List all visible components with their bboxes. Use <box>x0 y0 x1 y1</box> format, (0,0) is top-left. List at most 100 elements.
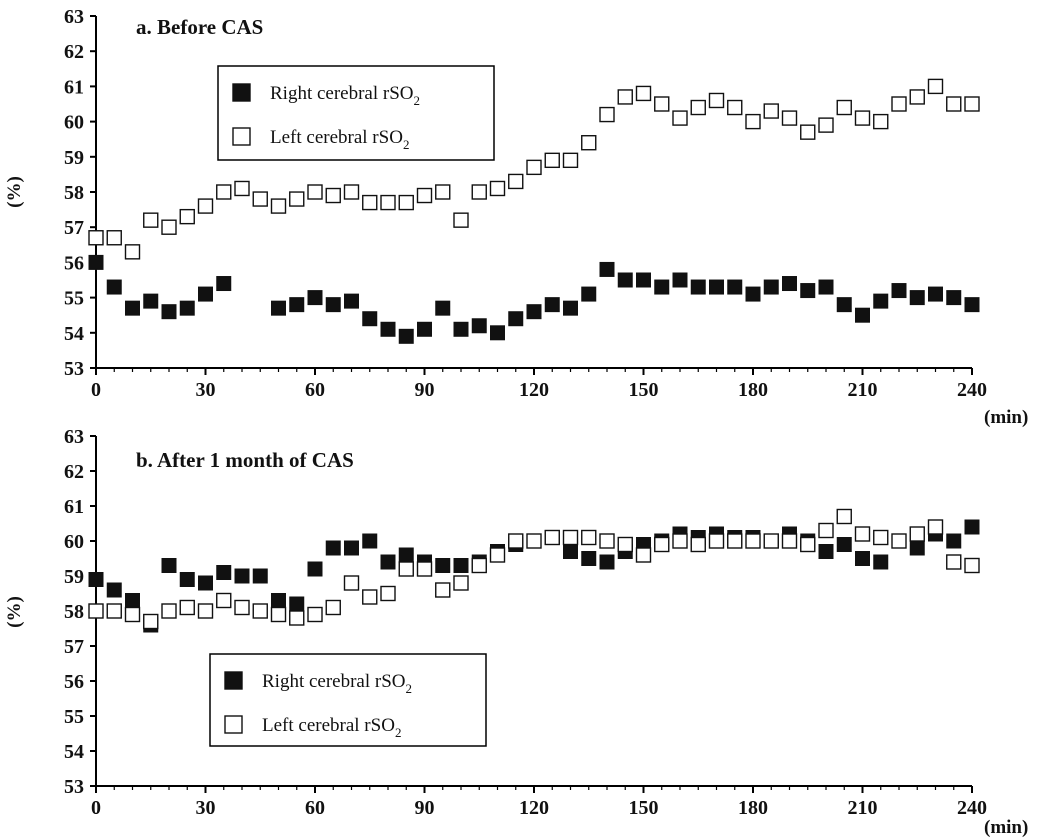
right-point <box>106 582 122 598</box>
y-tick-label: 63 <box>64 426 84 448</box>
y-tick-label: 59 <box>64 147 84 169</box>
y-tick-label: 57 <box>64 217 84 239</box>
left-point <box>289 191 305 207</box>
legend-label-subscript: 2 <box>395 725 402 740</box>
legend-box <box>209 653 487 747</box>
y-tick-label: 62 <box>64 41 84 63</box>
left-point <box>197 603 214 619</box>
left-point <box>946 554 962 570</box>
right-point <box>435 300 451 316</box>
panel-a: 53 54 55 56 57 58 59 60 61 62 63 0 30 60 90 120 150 180 21… <box>4 6 1028 428</box>
left-point <box>818 117 834 133</box>
left-point <box>252 603 268 619</box>
left-point <box>416 561 433 577</box>
legend-label: Right cerebral rSO2 <box>270 83 420 108</box>
left-point <box>197 198 214 214</box>
right-point <box>289 297 305 313</box>
right-point <box>471 318 487 334</box>
panel-title: a. Before CAS <box>136 15 263 39</box>
right-point <box>380 321 396 337</box>
left-point <box>781 110 798 126</box>
right-point <box>891 283 907 299</box>
right-point <box>380 554 396 570</box>
right-point <box>836 297 852 313</box>
right-point <box>672 272 688 288</box>
left-point <box>800 536 816 553</box>
left-point <box>161 219 177 235</box>
left-point <box>544 529 560 546</box>
right-point <box>417 321 432 337</box>
right-point <box>836 537 852 552</box>
left-point <box>745 533 761 549</box>
right-point <box>435 558 451 573</box>
left-point <box>891 533 907 549</box>
y-tick-label: 56 <box>64 252 84 274</box>
legend-label-text: Left cerebral rSO <box>270 127 403 148</box>
left-point <box>909 526 925 542</box>
left-point <box>508 533 524 549</box>
left-point <box>124 606 141 623</box>
right-point <box>544 297 560 313</box>
left-point <box>562 529 579 546</box>
right-point <box>271 593 286 608</box>
left-point <box>380 585 396 602</box>
left-point <box>946 96 962 112</box>
left-point <box>763 103 779 119</box>
left-point <box>708 92 725 109</box>
left-point <box>270 198 287 214</box>
left-point <box>453 575 469 591</box>
left-point <box>635 85 652 102</box>
legend-box <box>217 65 495 161</box>
x-tick-label: 150 <box>629 797 659 819</box>
right-point <box>106 279 122 295</box>
left-point <box>143 212 159 228</box>
x-tick-label: 240 <box>957 379 987 401</box>
right-point <box>928 286 943 302</box>
left-point <box>471 184 487 200</box>
left-point <box>836 508 852 525</box>
left-point <box>581 529 597 546</box>
right-point <box>581 551 597 566</box>
left-point <box>708 533 725 549</box>
y-tick-label: 60 <box>64 112 84 134</box>
x-tick-label: 30 <box>196 379 216 401</box>
right-point <box>125 593 140 608</box>
left-point <box>380 194 396 211</box>
right-point <box>344 540 359 556</box>
right-point <box>727 279 743 295</box>
right-point <box>581 286 597 302</box>
right-point <box>599 554 615 570</box>
left-point <box>307 184 323 200</box>
left-point <box>927 519 944 535</box>
y-tick-label: 58 <box>64 601 84 623</box>
x-tick-label: 210 <box>848 797 878 819</box>
left-point <box>435 582 451 598</box>
right-series <box>88 254 980 344</box>
right-point <box>709 279 724 295</box>
right-point <box>289 596 305 612</box>
left-point <box>854 526 871 542</box>
left-point <box>927 78 944 95</box>
left-point <box>745 113 761 130</box>
left-point <box>252 191 268 207</box>
left-point <box>289 610 305 626</box>
panel-b: 53 54 55 56 57 58 59 60 61 62 63 0 30 60 90 120 150 180 21… <box>4 426 1028 838</box>
x-tick-label: 60 <box>305 797 325 819</box>
left-point <box>526 159 542 176</box>
x-tick-label: 30 <box>196 797 216 819</box>
right-point <box>855 307 870 323</box>
left-point <box>106 230 122 246</box>
legend-label: Left cerebral rSO2 <box>270 127 409 152</box>
left-point <box>88 230 104 246</box>
left-point <box>325 599 341 616</box>
left-point <box>654 536 670 553</box>
left-point <box>362 194 378 211</box>
x-tick-label: 210 <box>848 379 878 401</box>
right-point <box>873 554 889 570</box>
y-tick-label: 53 <box>64 776 84 798</box>
left-point <box>690 99 706 116</box>
right-point <box>234 568 250 584</box>
left-point <box>617 536 633 553</box>
y-tick-label: 58 <box>64 182 84 204</box>
left-point <box>270 606 287 623</box>
